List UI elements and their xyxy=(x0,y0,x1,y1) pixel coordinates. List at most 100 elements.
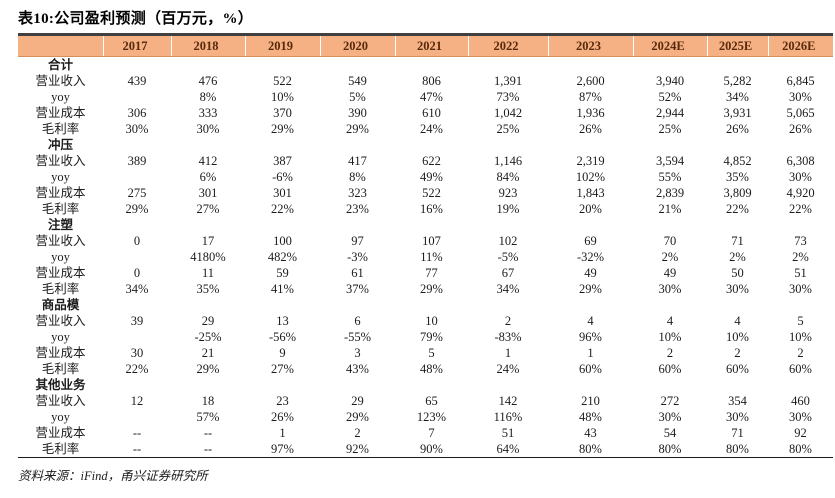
value-cell: 2,839 xyxy=(655,186,685,200)
value-cell: 97% xyxy=(271,442,294,456)
row-label: 营业收入 xyxy=(35,154,86,168)
header-cell-year: 2023 xyxy=(547,34,633,57)
value-cell: 3,931 xyxy=(723,106,752,120)
value-cell: 333 xyxy=(198,106,218,120)
row-label: 营业成本 xyxy=(35,186,86,200)
section-row: 注塑 xyxy=(18,217,833,233)
value-cell: 19% xyxy=(496,202,520,216)
section-row: 合计 xyxy=(18,57,833,74)
value-cell: 323 xyxy=(348,186,367,200)
value-cell: 34% xyxy=(496,282,520,296)
row-label: yoy xyxy=(51,250,70,264)
table-row: yoy 57% 26% 29% 123% 116% 48% 30% 30% 30% xyxy=(18,409,833,425)
value-cell: 26% xyxy=(726,122,749,136)
value-cell: 73 xyxy=(794,234,807,248)
value-cell: 60% xyxy=(658,362,682,376)
value-cell: 439 xyxy=(127,74,147,88)
value-cell: 1,391 xyxy=(493,74,523,88)
value-cell: 549 xyxy=(348,74,367,88)
value-cell: 80% xyxy=(579,442,602,456)
value-cell: -56% xyxy=(268,330,297,344)
value-cell: 25% xyxy=(658,122,682,136)
table-row: yoy -25% -56% -55% 79% -83% 96% 10% 10% 10% xyxy=(18,329,833,345)
value-cell: 2% xyxy=(661,250,679,264)
row-label: 营业成本 xyxy=(35,266,86,280)
profit-forecast-table: 2017 2018 2019 2020 2021 2022 2023 2024E… xyxy=(18,33,833,458)
value-cell: 29 xyxy=(351,394,364,408)
value-cell: 2 xyxy=(504,314,512,328)
value-cell: -83% xyxy=(494,330,522,344)
table-row: yoy 4180% 482% -3% 11% -5% -32% 2% 2% 2% xyxy=(18,249,833,265)
value-cell: 116% xyxy=(493,410,523,424)
value-cell: 29% xyxy=(125,202,149,216)
value-cell: 142 xyxy=(498,394,518,408)
value-cell: 11% xyxy=(420,250,443,264)
value-cell: 29% xyxy=(346,122,369,136)
row-label: 营业成本 xyxy=(35,346,86,360)
value-cell: 5% xyxy=(349,90,366,104)
value-cell: 60% xyxy=(726,362,749,376)
value-cell: 49 xyxy=(663,266,677,280)
value-cell: 30% xyxy=(789,170,812,184)
value-cell: 390 xyxy=(348,106,367,120)
value-cell: 25% xyxy=(496,122,520,136)
value-cell: 64% xyxy=(496,442,520,456)
table-title: 表10:公司盈利预测（百万元，%） xyxy=(18,11,254,27)
value-cell: 92% xyxy=(346,442,369,456)
table-row: 营业成本 30 21 9 3 5 1 1 2 2 2 xyxy=(18,345,833,361)
row-label: 营业收入 xyxy=(35,394,86,408)
value-cell: 79% xyxy=(420,330,443,344)
value-cell: 275 xyxy=(127,186,147,200)
value-cell: 3 xyxy=(354,346,361,360)
value-cell: 460 xyxy=(791,394,810,408)
row-label: 毛利率 xyxy=(41,362,80,376)
value-cell: 476 xyxy=(198,74,218,88)
value-cell xyxy=(103,329,171,345)
value-cell: 30% xyxy=(789,90,812,104)
value-cell: 49 xyxy=(584,266,597,280)
section-filler xyxy=(103,297,833,313)
value-cell xyxy=(103,89,171,105)
header-cell-year: 2019 xyxy=(244,34,320,57)
row-label: 毛利率 xyxy=(41,282,80,296)
table-row: 营业成本 275 301 301 323 522 923 1,843 2,839 3,809 4,9… xyxy=(18,185,833,201)
value-cell: 21 xyxy=(201,346,215,360)
row-label: 营业成本 xyxy=(35,426,86,440)
table-row: 营业收入 0 17 100 97 107 102 69 70 71 73 xyxy=(18,233,833,249)
value-cell: 21% xyxy=(658,202,682,216)
value-cell: 306 xyxy=(127,106,147,120)
value-cell: -55% xyxy=(343,330,372,344)
header-cell-year: 2025E xyxy=(706,34,768,57)
value-cell: 73% xyxy=(496,90,520,104)
value-cell: 354 xyxy=(728,394,747,408)
value-cell: -32% xyxy=(576,250,605,264)
value-cell: 18 xyxy=(201,394,215,408)
row-label: 毛利率 xyxy=(41,442,80,456)
value-cell: 35% xyxy=(726,170,749,184)
value-cell: 3,594 xyxy=(655,154,685,168)
value-cell: 107 xyxy=(422,234,441,248)
value-cell: 123% xyxy=(416,410,447,424)
value-cell: 10% xyxy=(658,330,682,344)
value-cell: 16% xyxy=(420,202,443,216)
value-cell: 370 xyxy=(273,106,292,120)
header-cell-label xyxy=(18,34,103,57)
header-row: 2017 2018 2019 2020 2021 2022 2023 2024E… xyxy=(18,34,833,57)
value-cell: 80% xyxy=(789,442,812,456)
value-cell: 77 xyxy=(425,266,438,280)
value-cell: 2 xyxy=(354,426,361,440)
value-cell: 301 xyxy=(198,186,218,200)
value-cell: 24% xyxy=(496,362,520,376)
table-row: 毛利率 -- -- 97% 92% 90% 64% 80% 80% 80% 80% xyxy=(18,441,833,458)
value-cell: 5 xyxy=(428,346,435,360)
value-cell: 417 xyxy=(348,154,367,168)
value-cell: 80% xyxy=(726,442,749,456)
value-cell: 22% xyxy=(271,202,294,216)
value-cell: 34% xyxy=(125,282,149,296)
table-header: 2017 2018 2019 2020 2021 2022 2023 2024E… xyxy=(18,34,833,57)
value-cell: -6% xyxy=(272,170,293,184)
value-cell: 102% xyxy=(575,170,606,184)
value-cell: 1 xyxy=(587,346,594,360)
table-row: yoy 6% -6% 8% 49% 84% 102% 55% 35% 30% xyxy=(18,169,833,185)
table-row: 营业成本 0 11 59 61 77 67 49 49 50 51 xyxy=(18,265,833,281)
